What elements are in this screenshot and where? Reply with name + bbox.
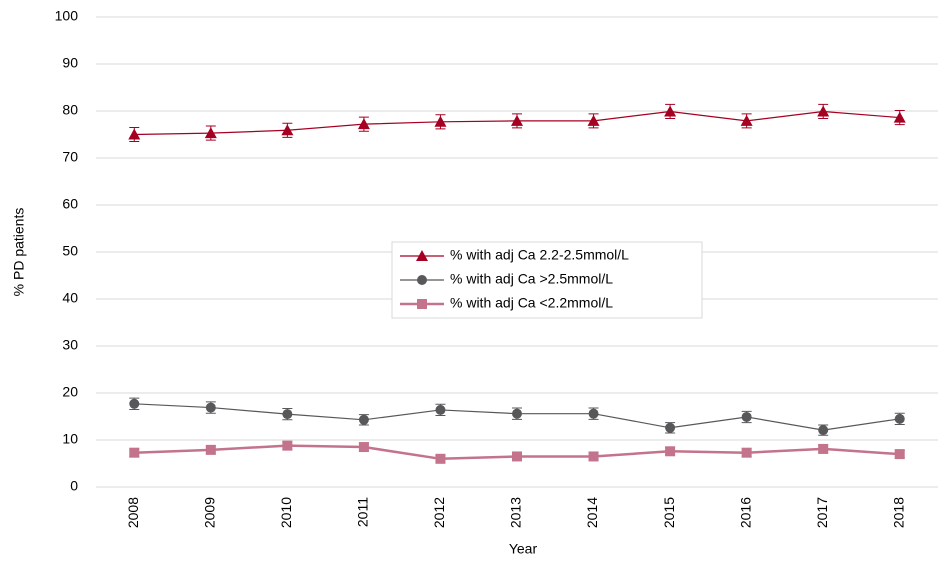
marker: [741, 447, 752, 458]
legend-label: % with adj Ca 2.2-2.5mmol/L: [450, 247, 629, 263]
marker: [357, 118, 370, 130]
marker: [740, 114, 753, 126]
marker: [417, 299, 427, 309]
marker: [587, 114, 600, 126]
legend-label: % with adj Ca <2.2mmol/L: [450, 295, 613, 311]
x-tick-label: 2013: [508, 497, 524, 528]
x-tick-label: 2008: [125, 497, 141, 528]
marker: [435, 453, 446, 464]
marker: [818, 443, 829, 454]
marker: [417, 275, 427, 285]
y-tick-label: 70: [62, 149, 78, 165]
x-tick-label: 2015: [661, 497, 677, 528]
marker: [358, 442, 369, 453]
marker: [741, 411, 752, 422]
x-tick-label: 2016: [737, 497, 753, 528]
y-tick-label: 40: [62, 290, 78, 306]
marker: [435, 404, 446, 415]
marker: [205, 402, 216, 413]
legend-label: % with adj Ca >2.5mmol/L: [450, 271, 613, 287]
x-tick-label: 2009: [202, 497, 218, 528]
marker: [817, 105, 830, 117]
y-tick-label: 50: [62, 243, 78, 259]
marker: [588, 408, 599, 419]
marker: [664, 105, 677, 117]
x-tick-label: 2014: [584, 497, 600, 528]
x-tick-label: 2011: [355, 497, 371, 527]
marker: [818, 425, 829, 436]
marker: [282, 440, 293, 451]
marker: [893, 111, 906, 123]
marker: [129, 398, 140, 409]
y-tick-label: 100: [55, 8, 79, 24]
legend: % with adj Ca 2.2-2.5mmol/L % with adj Ca…: [391, 241, 703, 319]
marker: [128, 128, 141, 140]
y-tick-label: 60: [62, 196, 78, 212]
marker: [511, 114, 523, 126]
marker: [894, 413, 905, 424]
marker: [281, 124, 294, 136]
y-tick-label: 30: [62, 337, 78, 353]
y-tick-label: 0: [70, 478, 78, 494]
marker: [512, 451, 522, 462]
marker: [204, 127, 217, 139]
x-axis-label: Year: [509, 541, 538, 557]
marker: [416, 250, 428, 261]
marker: [588, 451, 599, 462]
x-tick-label: 2012: [431, 497, 447, 528]
marker: [205, 444, 216, 455]
x-tick-label: 2010: [278, 497, 294, 528]
marker: [282, 409, 293, 420]
y-tick-label: 10: [62, 431, 78, 447]
y-tick-label: 90: [62, 55, 78, 71]
y-tick-label: 20: [62, 384, 78, 400]
marker: [665, 446, 676, 457]
marker: [512, 408, 522, 419]
y-tick-label: 80: [62, 102, 78, 118]
marker: [358, 414, 369, 425]
y-axis-label: % PD patients: [11, 208, 27, 297]
marker: [434, 115, 447, 127]
marker: [894, 449, 905, 460]
x-tick-label: 2018: [890, 497, 906, 528]
marker: [129, 447, 140, 458]
marker: [665, 422, 676, 433]
x-tick-label: 2017: [814, 497, 830, 528]
